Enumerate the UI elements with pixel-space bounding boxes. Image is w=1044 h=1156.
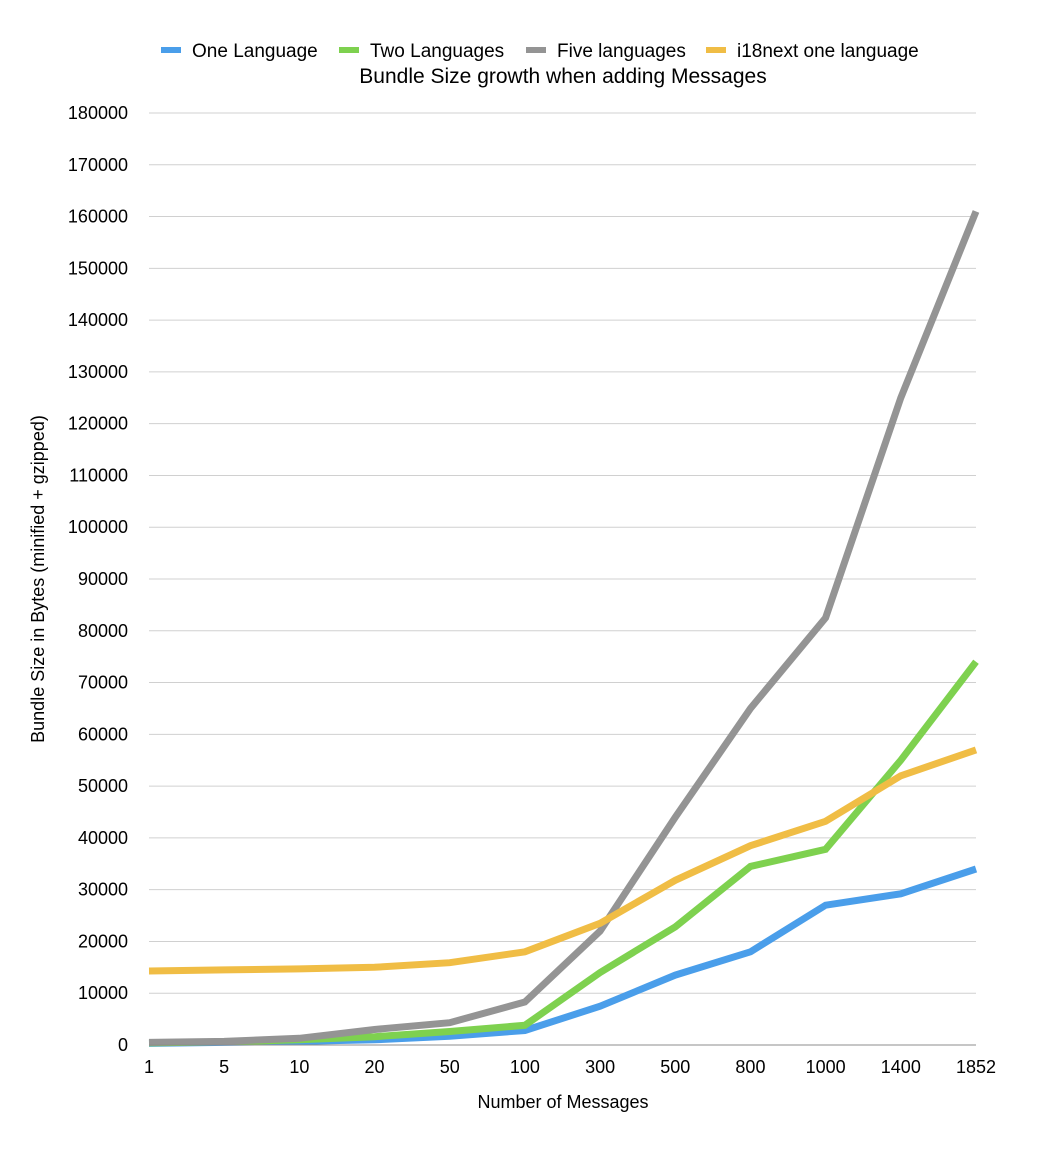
x-tick-label: 50 [440, 1057, 460, 1077]
y-tick-label: 180000 [68, 103, 128, 123]
legend: One Language Two Languages Five languages i… [161, 41, 919, 62]
x-tick-label: 1000 [806, 1057, 846, 1077]
x-tick-label: 5 [219, 1057, 229, 1077]
x-tick-label: 800 [735, 1057, 765, 1077]
y-tick-label: 70000 [78, 673, 128, 693]
x-tick-label: 100 [510, 1057, 540, 1077]
legend-label: One Language [192, 41, 318, 62]
y-tick-label: 80000 [78, 621, 128, 641]
y-tick-label: 40000 [78, 828, 128, 848]
gridlines [149, 112, 976, 994]
y-tick-label: 120000 [68, 414, 128, 434]
y-tick-label: 60000 [78, 724, 128, 744]
series-line-one-language [148, 865, 978, 1047]
legend-item: Five languages [526, 41, 686, 62]
y-tick-label: 50000 [78, 776, 128, 796]
x-axis-label: Number of Messages [477, 1092, 648, 1112]
legend-item: One Language [161, 41, 318, 62]
legend-label: i18next one language [737, 41, 919, 62]
x-tick-label: 500 [660, 1057, 690, 1077]
x-tick-label: 1852 [956, 1057, 996, 1077]
x-tick-label: 1 [144, 1057, 154, 1077]
y-tick-label: 10000 [78, 983, 128, 1003]
legend-item: i18next one language [706, 41, 919, 62]
y-tick-label: 90000 [78, 569, 128, 589]
series-line-five-languages [148, 210, 980, 1046]
y-tick-label: 0 [118, 1035, 128, 1055]
legend-label: Five languages [557, 41, 686, 62]
series-line-i18next-one-language [148, 746, 978, 975]
series-line-two-languages [148, 659, 979, 1047]
x-axis-ticks: 1 5 10 20 50 100 300 500 800 1000 1400 1852 [144, 1057, 996, 1077]
chart-title: Bundle Size growth when adding Messages [359, 65, 766, 88]
y-tick-label: 100000 [68, 517, 128, 537]
x-tick-label: 1400 [881, 1057, 921, 1077]
y-axis-ticks: 0 10000 20000 30000 40000 50000 60000 70000 8000… [68, 103, 128, 1055]
x-tick-label: 20 [365, 1057, 385, 1077]
legend-item: Two Languages [339, 41, 504, 62]
y-tick-label: 30000 [78, 880, 128, 900]
y-axis-label: Bundle Size in Bytes (minified + gzipped… [28, 415, 48, 743]
y-tick-label: 150000 [68, 258, 128, 278]
x-tick-label: 300 [585, 1057, 615, 1077]
legend-label: Two Languages [370, 41, 504, 62]
y-tick-label: 110000 [69, 465, 128, 485]
y-tick-label: 20000 [78, 931, 128, 951]
y-tick-label: 160000 [68, 207, 128, 227]
y-tick-label: 140000 [68, 310, 128, 330]
x-tick-label: 10 [289, 1057, 309, 1077]
y-tick-label: 170000 [68, 155, 128, 175]
y-tick-label: 130000 [68, 362, 128, 382]
series-lines [148, 210, 980, 1047]
